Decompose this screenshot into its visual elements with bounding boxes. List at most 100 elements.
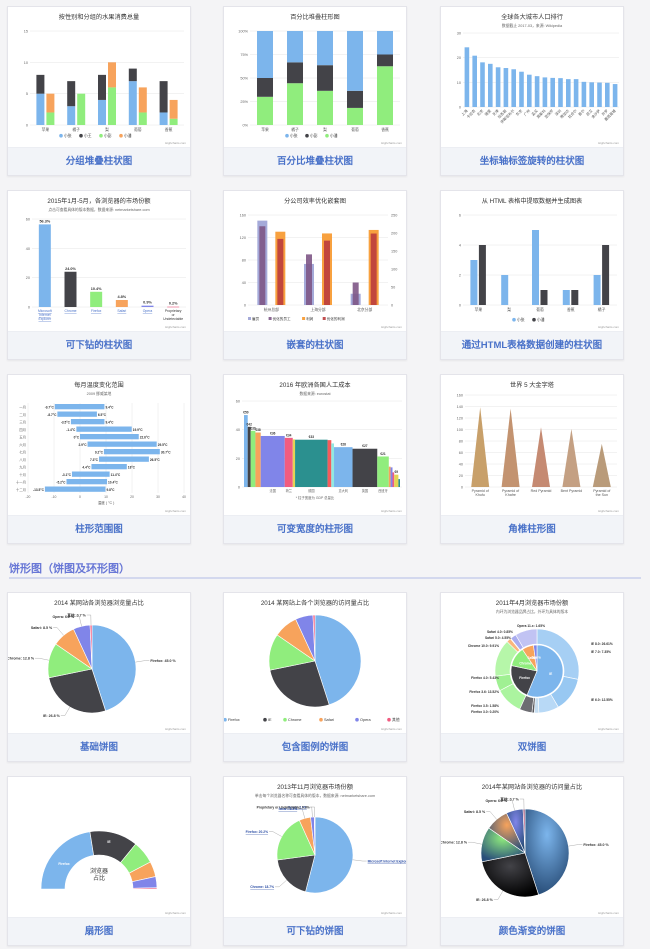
x-tick-label: 荷兰 [286,488,292,493]
chart-thumbnail[interactable]: 百分比堆叠柱形图 Highcharts.com 0% 25% 50% 75% 100% 苹果 橘… [224,7,406,147]
chart-thumbnail[interactable]: 2016 年欧洲各国人工成本 数据来源: eurostat Highcharts.c… [224,375,406,515]
chart-svg: 按性别和分组的水果消费总量 Highcharts.com 0 5 10 15 苹果 橘子 梨 葡萄… [24,13,187,145]
chart-thumbnail[interactable]: 2011年4月浏览器市场份额 内环为浏览器品牌占比，外环为具体的版本 Highcha… [441,593,623,733]
chart-thumbnail[interactable]: 2015年1月-5月，各浏览器的市场份额 点击可查看具体的版本数据，数据来源: n… [8,191,190,331]
chart-thumbnail[interactable]: 从 HTML 表格中提取数据并生成图表 Highcharts.com 0 2 4 6 苹果 梨… [441,191,623,331]
chart-thumbnail[interactable]: 分公司效率优化嵌套图 Highcharts.com 0 40 80 120 160 0 50 10… [224,191,406,331]
chart-card-6[interactable]: 从 HTML 表格中提取数据并生成图表 Highcharts.com 0 2 4 6 苹果 梨… [440,190,624,360]
chart-card-7[interactable]: 每月温度变化范围 2009 挪威某地 Highcharts.com -20 -10 0 10… [7,374,191,544]
chart-thumbnail[interactable]: 按性别和分组的水果消费总量 Highcharts.com 0 5 10 15 苹果 橘子 梨 葡萄… [8,7,190,147]
x-tick-label: 雅加达 [559,108,570,119]
x-tick-label: 开罗 [601,109,609,117]
x-tick-label: 20 [130,495,134,499]
chart-card-3[interactable]: 全球各大城市人口排行 数据截止 2017-03，来源: Wikipedia High… [440,6,624,176]
chart-thumbnail[interactable]: Highcharts.com 浏览器 占比 Firefox IE [8,777,190,917]
data-label: Safari: 8.5 % [464,810,486,814]
bar [115,300,128,307]
legend-item: 小王 [84,133,92,138]
chart-card-13[interactable]: Highcharts.com 浏览器 占比 Firefox IE 扇形图 [7,776,191,946]
bar [98,456,149,462]
y-tick-label: 160 [240,214,246,218]
chart-thumbnail[interactable]: 世界 5 大金字塔 Highcharts.com 0 20 40 60 80 100 120 14… [441,375,623,515]
x-tick-label: 0 [79,495,81,499]
x-tick-label: Pyramid of [472,489,489,493]
bar [464,47,470,107]
data-label: Firefox: 20.2% [246,830,268,834]
data-label: 9.2°C [95,450,104,454]
chart-caption-link[interactable]: 双饼图 [441,733,623,761]
data-label: -3.5°C [61,420,71,424]
x-tick-label: -10 [52,495,57,499]
chart-thumbnail[interactable]: 2014年某网站各浏览器的访问量占比 Highcharts.com Firefox:… [441,777,623,917]
bar [128,81,137,125]
x-tick-label: Opera [143,309,153,313]
chart-caption-link[interactable]: 分组堆叠柱状图 [8,147,190,175]
bar [77,93,86,125]
chart-card-14[interactable]: 2013年11月浏览器市场份额 单击每个浏览器名称可查看具体的版本，数据来源: n… [223,776,407,946]
x-tick-label: 葡萄 [134,127,142,132]
legend-item: 小张 [517,317,525,322]
chart-caption-link[interactable]: 嵌套的柱状图 [224,331,406,359]
bar [566,79,571,107]
pie-slice [510,665,538,696]
chart-caption-link[interactable]: 扇形图 [8,917,190,945]
chart-caption-link[interactable]: 坐标轴标签旋转的柱状图 [441,147,623,175]
bar [532,230,539,305]
legend-item: Chrome [288,718,302,722]
y-tick-label: 十月 [19,472,26,477]
pie-slice [314,614,362,706]
chart-caption-link[interactable]: 包含图例的饼图 [224,733,406,761]
chart-caption-link[interactable]: 百分比堆叠柱状图 [224,147,406,175]
chart-subtitle: 2009 挪威某地 [87,391,112,396]
bar [347,107,363,125]
bar [36,93,45,125]
bar [503,68,509,107]
data-label: IE 8.0: 26.61% [591,642,613,646]
y-tick-label: 40 [242,281,246,285]
chart-thumbnail[interactable]: 每月温度变化范围 2009 挪威某地 Highcharts.com -20 -10 0 10… [8,375,190,515]
chart-caption-link[interactable]: 可变宽度的柱形图 [224,515,406,543]
chart-title: 按性别和分组的水果消费总量 [59,13,139,21]
data-label: 18°C [128,465,136,469]
chart-card-11[interactable]: 2014 某网站上各个浏览器的访问量占比 Highcharts.com Firefo… [223,592,407,762]
chart-card-2[interactable]: 百分比堆叠柱形图 Highcharts.com 0% 25% 50% 75% 100% 苹果 橘… [223,6,407,176]
bar [70,419,105,425]
chart-thumbnail[interactable]: 全球各大城市人口排行 数据截止 2017-03，来源: Wikipedia High… [441,7,623,147]
legend-marker [512,317,516,322]
chart-card-1[interactable]: 按性别和分组的水果消费总量 Highcharts.com 0 5 10 15 苹果 橘子 梨 葡萄… [7,6,191,176]
chart-caption-link[interactable]: 可下钻的柱状图 [8,331,190,359]
credit-text: Highcharts.com [598,141,619,145]
chart-thumbnail[interactable]: 2013年11月浏览器市场份额 单击每个浏览器名称可查看具体的版本，数据来源: n… [224,777,406,917]
y-tick-label: 80 [242,259,246,263]
chart-caption-link[interactable]: 可下钻的饼图 [224,917,406,945]
chart-caption-link[interactable]: 颜色渐变的饼图 [441,917,623,945]
chart-caption-link[interactable]: 通过HTML表格数据创建的柱状图 [441,331,623,359]
chart-thumbnail[interactable]: 2014 某网站各浏览器浏览量占比 Highcharts.com Firefox: … [8,593,190,733]
chart-card-15[interactable]: 2014年某网站各浏览器的访问量占比 Highcharts.com Firefox:… [440,776,624,946]
chart-thumbnail[interactable]: 2014 某网站上各个浏览器的访问量占比 Highcharts.com Firefo… [224,593,406,733]
legend-marker [325,133,329,138]
data-label: -13.5°C [33,488,45,492]
chart-card-12[interactable]: 2011年4月浏览器市场份额 内环为浏览器品牌占比，外环为具体的版本 Highcha… [440,592,624,762]
chart-card-10[interactable]: 2014 某网站各浏览器浏览量占比 Highcharts.com Firefox: … [7,592,191,762]
x-tick-label: 香蕉 [165,127,173,132]
credit-text: Highcharts.com [598,727,619,731]
y2-tick-label: 100 [391,268,397,272]
chart-card-9[interactable]: 世界 5 大金字塔 Highcharts.com 0 20 40 60 80 100 120 14… [440,374,624,544]
bar [377,66,393,125]
x-tick-label: 东京 [515,108,524,117]
bar [259,226,266,305]
data-label: IE: 26.8 % [476,898,494,902]
connector-line [53,627,64,636]
chart-caption-link[interactable]: 基础饼图 [8,733,190,761]
chart-title: 占比 [93,874,105,882]
legend-marker [322,317,326,320]
chart-caption-link[interactable]: 柱形范围图 [8,515,190,543]
y-tick-label: 60 [26,218,30,222]
chart-card-4[interactable]: 2015年1月-5月，各浏览器的市场份额 点击可查看具体的版本数据，数据来源: n… [7,190,191,360]
chart-card-5[interactable]: 分公司效率优化嵌套图 Highcharts.com 0 40 80 120 160 0 50 10… [223,190,407,360]
chart-caption-link[interactable]: 角椎柱形图 [441,515,623,543]
chart-card-8[interactable]: 2016 年欧洲各国人工成本 数据来源: eurostat Highcharts.c… [223,374,407,544]
pie-slice [533,644,538,672]
data-label: 6.5°C [98,413,107,417]
